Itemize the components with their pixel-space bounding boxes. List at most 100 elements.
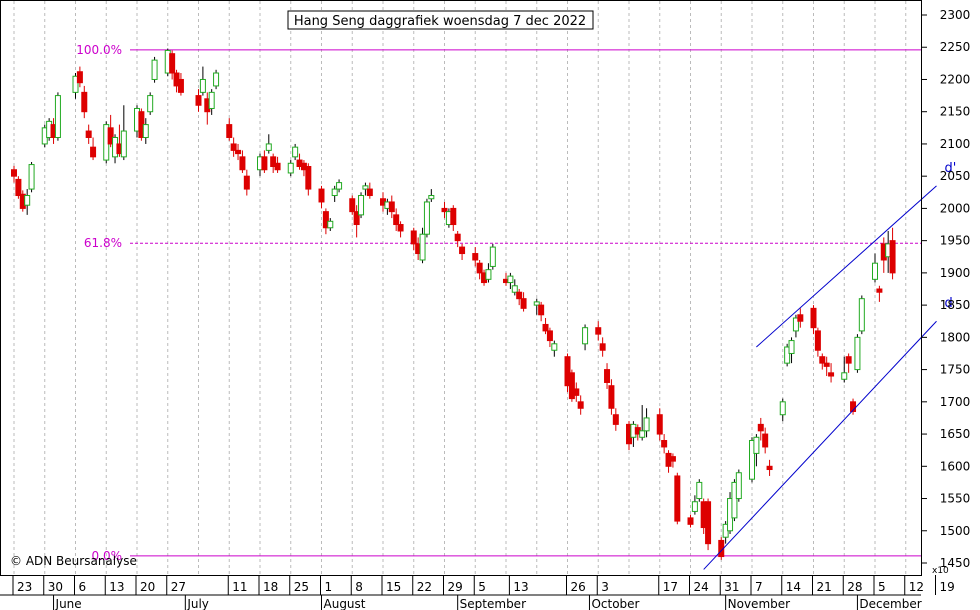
candle <box>546 327 553 348</box>
x-day-label: 14 <box>786 580 801 594</box>
candle <box>90 137 97 161</box>
candle <box>107 114 114 148</box>
candle <box>511 279 518 296</box>
y-tick-label: 2000 <box>940 201 971 215</box>
x-day-label: 23 <box>17 580 32 594</box>
candle <box>823 356 830 377</box>
candle <box>142 118 149 144</box>
candle <box>423 198 430 238</box>
plot-frame <box>0 0 922 576</box>
candle <box>11 165 17 183</box>
candle <box>582 324 589 351</box>
x-day-label: 24 <box>694 580 709 594</box>
candle <box>810 305 817 335</box>
candle <box>516 289 523 306</box>
x-axis: 23 30 6 13 20 27 11 18 25 1 8 15 22 29 5 13 26 3 17 24 31 7 14… <box>0 575 955 610</box>
candle <box>485 263 492 283</box>
y-tick-label: 1600 <box>940 459 971 473</box>
y-tick-label: 1850 <box>940 298 971 312</box>
y-tick-label: 1650 <box>940 427 971 441</box>
candle <box>845 353 852 373</box>
x-day-label: 8 <box>355 580 363 594</box>
candle <box>76 66 83 88</box>
candle <box>15 176 22 199</box>
candle <box>349 195 356 215</box>
candle <box>792 314 799 338</box>
axis-multiplier: x10 <box>932 566 949 576</box>
candle <box>661 434 668 454</box>
candle <box>388 195 395 219</box>
candle <box>612 408 619 431</box>
candle <box>305 163 312 196</box>
candle <box>353 205 360 238</box>
candle <box>393 208 400 231</box>
x-month-label: August <box>324 597 366 610</box>
candle <box>762 427 769 454</box>
y-tick-label: 2300 <box>940 8 971 22</box>
x-day-label: 6 <box>79 580 87 594</box>
watermark: © ADN Beursanalyse <box>10 554 137 568</box>
candle <box>814 327 821 357</box>
candle <box>691 495 698 515</box>
candle <box>274 156 281 173</box>
candle <box>542 318 549 335</box>
x-day-label: 7 <box>755 580 763 594</box>
candle <box>472 247 479 267</box>
x-month-label: December <box>859 597 921 610</box>
x-day-label: 29 <box>448 580 463 594</box>
x-day-label: 22 <box>417 580 432 594</box>
x-day-label: 1 <box>325 580 333 594</box>
candle <box>797 308 804 328</box>
candle <box>362 182 369 196</box>
y-axis: 1450 1500 1550 1600 1650 1700 1750 1800 1850 1900… <box>921 8 970 570</box>
candle <box>476 259 483 280</box>
candle <box>656 408 663 441</box>
candle <box>489 243 496 270</box>
candle <box>28 161 35 193</box>
candle <box>72 73 79 99</box>
x-day-label: 21 <box>817 580 832 594</box>
trend-label: d' <box>945 161 957 176</box>
candle <box>841 356 848 383</box>
x-day-label: 15 <box>386 580 401 594</box>
candle <box>551 340 558 357</box>
candle <box>287 160 294 177</box>
candle <box>428 189 435 202</box>
candle <box>568 369 575 402</box>
fib-label: 100.0% <box>76 43 122 57</box>
y-tick-label: 1950 <box>940 234 971 248</box>
candle <box>213 69 220 90</box>
y-tick-label: 1500 <box>940 524 971 538</box>
candle <box>533 298 540 315</box>
candle <box>441 201 448 219</box>
candle <box>366 182 373 199</box>
x-day-label: 5 <box>878 580 886 594</box>
candle <box>331 185 338 202</box>
candle <box>459 243 466 260</box>
candle <box>564 353 571 393</box>
x-day-label: 31 <box>724 580 739 594</box>
candle <box>538 301 545 322</box>
candle <box>749 437 755 483</box>
candle <box>573 382 580 402</box>
x-day-label: 18 <box>263 580 278 594</box>
candle <box>169 50 176 80</box>
vertical-gridlines <box>13 1 907 575</box>
candle <box>261 150 268 173</box>
x-day-label: 28 <box>847 580 862 594</box>
candle <box>705 498 712 551</box>
x-day-label: 30 <box>48 580 63 594</box>
y-tick-label: 1800 <box>940 330 971 344</box>
fib-label: 61.8% <box>84 236 122 250</box>
candle <box>235 143 242 161</box>
candle <box>327 218 334 231</box>
candle <box>599 337 606 357</box>
y-tick-label: 1750 <box>940 363 971 377</box>
candle <box>85 124 92 144</box>
candle <box>195 89 202 112</box>
candle <box>854 334 861 373</box>
y-tick-label: 1900 <box>940 266 971 280</box>
candle <box>828 363 835 383</box>
x-day-label: 13 <box>109 580 124 594</box>
